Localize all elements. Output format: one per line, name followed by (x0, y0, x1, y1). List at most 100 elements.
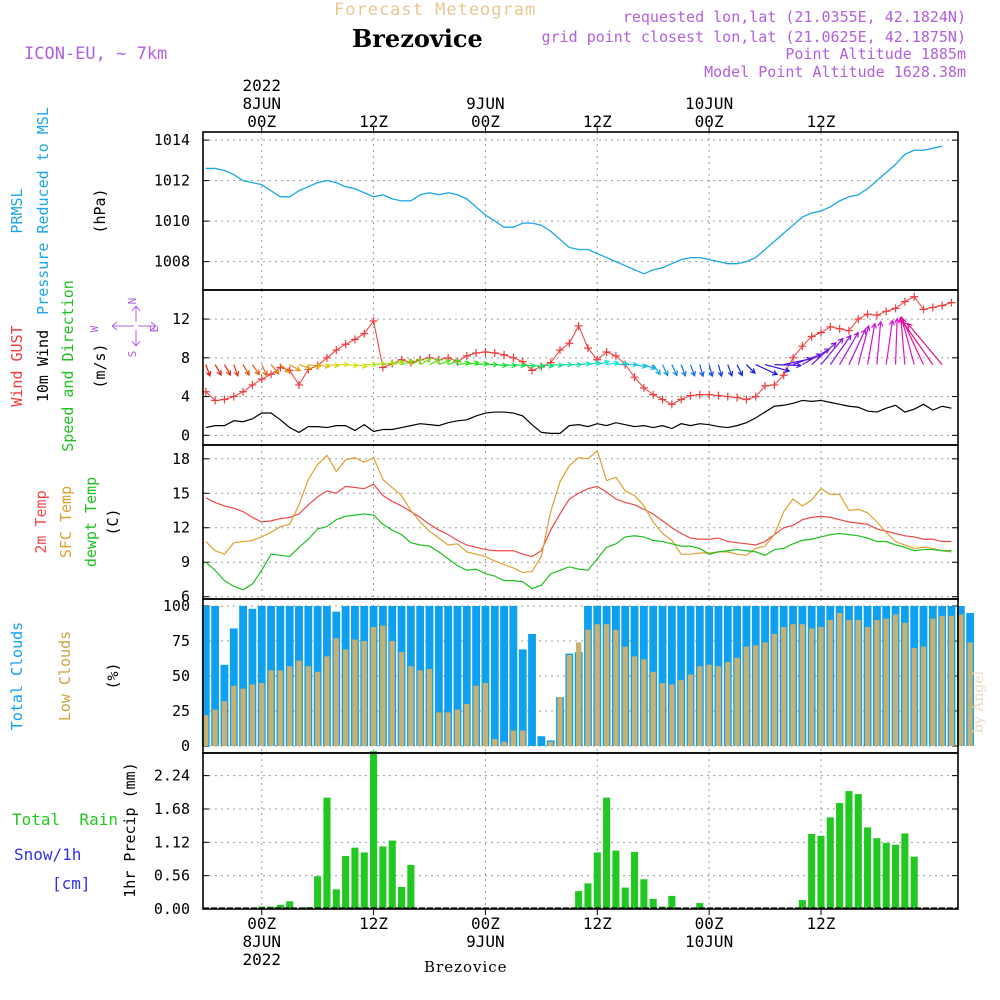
gust-marker (658, 395, 667, 404)
wind-arrow (298, 364, 311, 370)
wind-arrowhead (216, 369, 222, 377)
gust-marker (574, 321, 583, 330)
y-tick-label: 6 (181, 588, 190, 606)
wind-arrowhead (830, 342, 837, 348)
y-tick-label: 1.12 (154, 833, 190, 851)
precip-bar (826, 817, 834, 909)
gust-marker (360, 329, 369, 338)
bottom-time-label: 00Z (471, 914, 500, 933)
gust-marker (714, 391, 723, 400)
wind-arrow (476, 362, 489, 366)
closest-coords: grid point closest lon,lat (21.0625E, 42… (541, 28, 966, 46)
wind-arrowhead (225, 369, 232, 377)
low-cloud-bar (259, 683, 265, 746)
wind-arrowhead (860, 328, 867, 335)
precip-bar (314, 876, 322, 909)
wind-arrowhead (655, 369, 661, 376)
gust-marker (835, 324, 844, 333)
wind-arrow (755, 364, 778, 376)
precip-bar (323, 797, 331, 909)
total-cloud-bar (528, 634, 536, 746)
bottom-time-label: 12Z (583, 914, 612, 933)
gust-marker (565, 339, 574, 348)
wind-arrowhead (389, 360, 396, 367)
snow-unit-label: [cm] (52, 874, 91, 893)
gust-marker (341, 340, 350, 349)
gust-marker (826, 322, 835, 331)
y-tick-label: 9 (181, 553, 190, 571)
wind-arrow (504, 363, 517, 367)
gust-marker (705, 390, 714, 399)
wind-arrowhead (837, 337, 844, 344)
low-cloud-bar (641, 659, 647, 746)
low-cloud-bar (902, 622, 908, 746)
bottom-time-label: 2022 (242, 950, 281, 969)
gust-marker (602, 348, 611, 356)
temp-axis-label: dewpt Temp (82, 477, 100, 567)
wind-arrow (634, 364, 647, 368)
wind-arrowhead (315, 363, 322, 369)
precip-bar (892, 844, 900, 909)
low-cloud-bar (706, 664, 712, 746)
y-tick-label: 8 (181, 349, 190, 367)
low-cloud-bar (352, 639, 358, 746)
gust-marker (695, 390, 704, 399)
low-cloud-bar (203, 715, 209, 746)
total-cloud-bar (211, 606, 220, 746)
total-cloud-bar (434, 606, 443, 746)
model-name: ICON-EU, ~ 7km (24, 44, 168, 64)
bottom-time-label: 9JUN (466, 932, 505, 951)
gust-marker (248, 380, 257, 389)
wind-arrowhead (511, 362, 518, 369)
wind-arrow (839, 332, 859, 365)
wind-arrowhead (681, 370, 687, 378)
low-cloud-bar (799, 624, 805, 746)
gust-marker (667, 400, 676, 409)
wind-arrowhead (708, 371, 714, 378)
gust-marker (751, 392, 760, 401)
wind-arrowhead (727, 370, 734, 378)
wind-arrow (615, 362, 628, 366)
gust-marker (891, 304, 900, 313)
y-tick-label: 18 (172, 450, 190, 468)
pressure-axis-label: Pressure Reduced to MSL (34, 107, 52, 315)
low-cloud-bar (781, 627, 787, 746)
precip-bar (593, 852, 601, 909)
wind-arrowhead (717, 371, 724, 378)
wind-arrow (907, 323, 943, 365)
precip-bar (575, 891, 583, 909)
wind-arrow (401, 359, 414, 366)
wind-arrowhead (254, 369, 261, 376)
pressure-axis-label: (hPa) (91, 188, 109, 233)
wind-arrow (261, 364, 268, 376)
precip-bar (370, 751, 378, 909)
total-rain-label: Total Rain (12, 810, 118, 829)
low-cloud-bar (920, 646, 927, 746)
cloud-axis-label: Total Clouds (8, 622, 26, 730)
wind-arrowhead (663, 370, 669, 377)
total-cloud-bar (667, 606, 676, 746)
low-cloud-bar (277, 670, 283, 746)
y-tick-label: 25 (172, 702, 190, 720)
wind-arrow (587, 361, 600, 366)
low-cloud-bar (221, 701, 228, 746)
low-cloud-bar (380, 625, 386, 746)
wind-arrowhead (699, 371, 705, 378)
y-tick-label: 0.56 (154, 867, 190, 885)
wind-arrow (308, 364, 321, 368)
precip-bar (621, 887, 629, 909)
wind-arrowhead (749, 368, 756, 374)
gust-marker (211, 396, 220, 405)
wind-arrowhead (501, 362, 508, 369)
low-cloud-bar (212, 709, 218, 746)
wind-arrow (326, 363, 339, 367)
wind-arrowhead (305, 364, 312, 371)
wind-arrowhead (650, 364, 657, 371)
compass-arrow-w (111, 321, 134, 331)
wind-arrowhead (361, 363, 368, 369)
low-cloud-bar (566, 655, 572, 746)
wind-arrowhead (603, 359, 611, 366)
wind-arrowhead (454, 359, 461, 365)
precip-bar (910, 856, 918, 909)
